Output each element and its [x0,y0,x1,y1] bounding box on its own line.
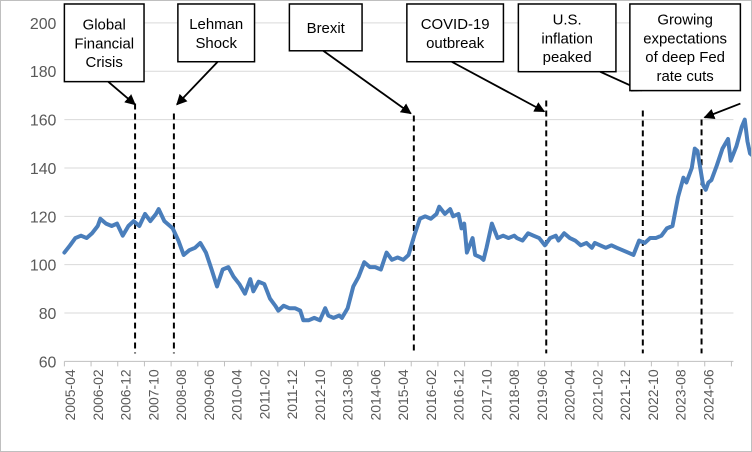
x-tick-label: 2006-12 [118,369,134,420]
x-tick-label: 2007-10 [145,369,161,420]
series-line-0 [62,117,751,323]
event-callout-box [177,3,256,63]
event-arrow [107,80,136,106]
event-label: Brexit [307,20,346,37]
x-tick-label: 2016-02 [423,369,439,420]
x-tick-label: 2022-10 [645,369,661,420]
x-tick-label: 2011-02 [256,369,272,419]
event-label: COVID-19 [421,16,490,33]
event-label: Lehman [189,16,243,33]
y-tick-label: 160 [30,113,57,130]
x-tick-label: 2013-08 [340,369,356,420]
y-tick-label: 120 [30,209,57,226]
event-label: U.S. [553,11,582,28]
y-axis-ticks: 60 80 100 120 140 160 180 200 [30,16,57,371]
x-axis-ticks: 2005-04 2006-02 2006-12 2007-10 2008-08 2009-… [62,361,732,420]
event-label: Global [83,16,126,33]
event-arrow [703,102,741,119]
x-tick-label: 2018-08 [506,369,522,420]
event-label: Shock [195,35,237,52]
event-label: inflation [541,30,592,47]
x-tick-label: 2020-04 [562,369,578,420]
x-tick-label: 2009-06 [201,369,217,420]
x-tick-label: 2017-10 [478,369,494,420]
x-tick-label: 2021-02 [589,369,605,420]
y-tick-label: 200 [30,16,57,33]
annotations: Global Financial Crisis Lehman Shock Brexit CO… [63,3,742,119]
y-tick-label: 80 [39,306,57,323]
x-tick-label: 2015-04 [395,369,411,420]
event-label: of deep Fed [645,49,725,66]
x-tick-label: 2019-06 [534,369,550,420]
y-tick-label: 140 [30,161,57,178]
y-tick-label: 60 [39,354,57,371]
event-label: Crisis [86,54,123,71]
event-callout-box [63,3,145,83]
x-tick-label: 2023-08 [673,369,689,420]
y-tick-label: 180 [30,64,57,81]
gridlines [64,22,734,314]
x-tick-label: 2012-10 [312,369,328,420]
x-tick-label: 2010-04 [229,369,245,420]
event-callout-box [288,3,363,52]
series-layer [62,117,751,323]
event-lines [134,100,703,354]
event-label: outbreak [426,35,485,52]
x-tick-label: 2005-04 [62,369,78,420]
event-label: expectations [643,30,727,47]
x-tick-label: 2006-02 [90,369,106,420]
event-label: Growing [657,11,713,28]
x-tick-label: 2008-08 [173,369,189,420]
x-tick-label: 2014-06 [367,369,383,420]
event-arrow [322,50,412,115]
x-tick-label: 2024-06 [700,369,716,420]
x-tick-label: 2021-12 [617,369,633,420]
event-callout-box [406,3,505,63]
x-tick-label: 2016-12 [451,369,467,420]
y-tick-label: 100 [30,258,57,275]
event-label: rate cuts [657,68,714,85]
x-tick-label: 2011-12 [284,369,300,419]
event-label: Financial [74,35,134,52]
event-arrow [176,61,219,106]
event-label: peaked [543,49,592,66]
event-callout-box [517,3,617,73]
event-callout-box [629,3,742,92]
event-arrow [451,60,546,113]
